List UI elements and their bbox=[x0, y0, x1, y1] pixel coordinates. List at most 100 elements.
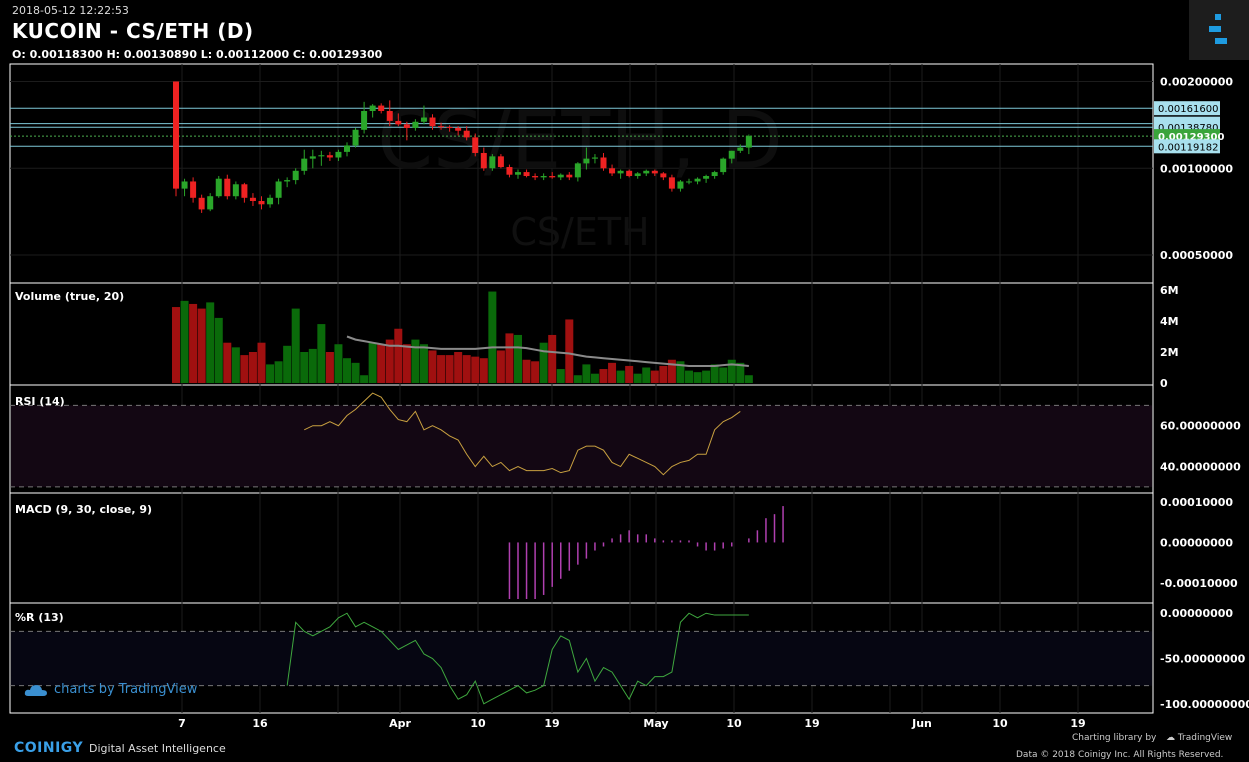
price-level-lines bbox=[10, 107, 1153, 147]
candle bbox=[600, 152, 607, 171]
candle bbox=[480, 147, 487, 171]
volume-bar bbox=[548, 334, 557, 383]
candle-body bbox=[660, 173, 667, 178]
candle-body bbox=[395, 120, 402, 125]
x-tick-label: 19 bbox=[544, 717, 559, 730]
candle-body bbox=[626, 170, 633, 177]
candle bbox=[737, 144, 744, 153]
volume-tick-label: 4M bbox=[1160, 315, 1179, 328]
price-tick-label: 0.00200000 bbox=[1160, 75, 1233, 88]
candle-body bbox=[566, 174, 573, 178]
volume-tick-label: 6M bbox=[1160, 284, 1179, 297]
volume-bar bbox=[454, 352, 463, 383]
candle bbox=[378, 103, 385, 114]
candle-body bbox=[318, 155, 325, 157]
tradingview-watermark[interactable]: charts by TradingView bbox=[24, 682, 197, 697]
volume-bar bbox=[189, 303, 198, 383]
volume-bar bbox=[710, 364, 719, 383]
candle bbox=[173, 81, 179, 197]
candle bbox=[472, 133, 479, 157]
tagline: Digital Asset Intelligence bbox=[89, 742, 226, 755]
volume-bar bbox=[522, 359, 531, 383]
candle bbox=[301, 149, 308, 175]
rsi-tick-label: 40.00000000 bbox=[1160, 461, 1241, 474]
candle bbox=[532, 173, 539, 181]
candle-body bbox=[292, 170, 299, 181]
candle-body bbox=[352, 129, 359, 146]
volume-bar bbox=[437, 355, 446, 383]
candle bbox=[677, 180, 684, 192]
macd-tick-label: 0.00000000 bbox=[1160, 536, 1233, 549]
candle-body bbox=[480, 152, 487, 169]
indicator-series bbox=[286, 392, 784, 705]
volume-bar bbox=[556, 369, 565, 383]
volume-bar bbox=[693, 372, 702, 383]
candle-body bbox=[446, 127, 453, 129]
candle bbox=[626, 169, 633, 178]
volume-bar bbox=[582, 364, 591, 383]
volume-bar bbox=[573, 375, 582, 383]
app-logo[interactable] bbox=[1189, 0, 1249, 60]
candle bbox=[703, 174, 710, 183]
volume-bar bbox=[394, 328, 403, 383]
volume-bar bbox=[719, 367, 728, 383]
candle bbox=[344, 142, 350, 157]
candle bbox=[369, 104, 376, 118]
candle-body bbox=[326, 155, 333, 158]
candle-body bbox=[249, 197, 256, 202]
candle-body bbox=[600, 157, 607, 169]
volume-bar bbox=[368, 342, 377, 383]
candle bbox=[446, 125, 453, 132]
candle bbox=[728, 150, 735, 164]
grid-lines bbox=[10, 64, 1153, 713]
candle-body bbox=[609, 168, 616, 174]
volume-bar bbox=[625, 365, 634, 383]
volume-bar bbox=[411, 339, 420, 383]
candle bbox=[711, 170, 718, 179]
volume-bar bbox=[659, 365, 668, 383]
candle-body bbox=[686, 181, 692, 183]
candle bbox=[515, 169, 521, 179]
volume-bar bbox=[744, 375, 753, 383]
volume-bar bbox=[479, 358, 488, 383]
candle-body bbox=[207, 196, 214, 210]
volume-bar bbox=[633, 373, 642, 383]
wr-band-fill bbox=[11, 631, 1152, 686]
indicator-bands bbox=[10, 404, 1153, 687]
volume-bar bbox=[283, 345, 292, 383]
candle-body bbox=[532, 176, 539, 178]
candle bbox=[686, 178, 692, 185]
wr-tick-label: -100.00000000 bbox=[1160, 698, 1249, 711]
candle bbox=[583, 147, 590, 170]
candle-body bbox=[617, 170, 624, 174]
candle bbox=[275, 178, 282, 205]
x-tick-label: Jun bbox=[911, 717, 932, 730]
candle bbox=[224, 174, 231, 200]
volume-bar bbox=[667, 359, 676, 383]
volume-bar bbox=[300, 352, 309, 383]
volume-bar bbox=[702, 370, 711, 383]
volume-bar bbox=[471, 356, 480, 383]
candle bbox=[557, 173, 564, 181]
volume-bar bbox=[685, 370, 693, 383]
volume-series bbox=[172, 291, 753, 383]
tradingview-brand: charts by TradingView bbox=[54, 682, 198, 697]
candle-body bbox=[190, 181, 197, 198]
candle-body bbox=[472, 137, 479, 153]
candle-body bbox=[344, 145, 350, 152]
volume-tick-label: 0 bbox=[1160, 377, 1168, 390]
rsi-line bbox=[304, 392, 741, 476]
candle bbox=[190, 177, 197, 203]
candle bbox=[617, 169, 624, 179]
panel-title: Volume (true, 20) bbox=[15, 290, 124, 303]
candle-body bbox=[720, 158, 727, 173]
x-tick-label: 19 bbox=[1070, 717, 1085, 730]
candle bbox=[326, 151, 333, 161]
candle-body bbox=[540, 176, 547, 178]
watermark-sub: CS/ETH bbox=[510, 210, 649, 254]
volume-bar bbox=[402, 344, 411, 383]
candle-body bbox=[583, 158, 590, 164]
x-tick-label: Apr bbox=[389, 717, 411, 730]
candle bbox=[361, 101, 368, 134]
